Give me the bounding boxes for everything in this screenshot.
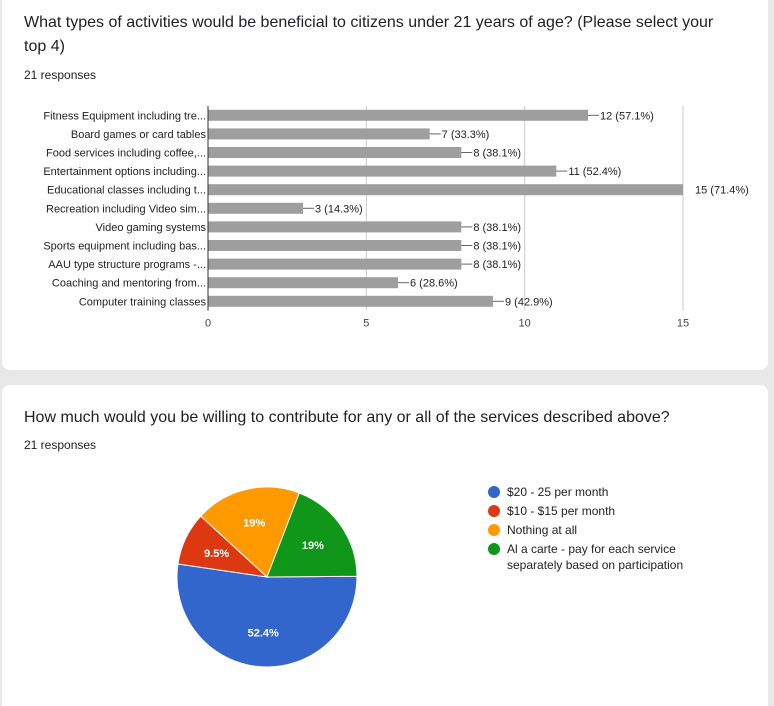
data-label: 8 (38.1%) (473, 148, 521, 160)
question-title: What types of activities would be benefi… (24, 14, 714, 55)
legend-label: $20 - 25 per month (507, 485, 608, 499)
bar (208, 184, 683, 196)
legend-label: Al a carte - pay for each service separat… (507, 542, 683, 572)
slice-label: 9.5% (204, 548, 229, 560)
bar (208, 202, 303, 214)
response-count: 21 responses (24, 68, 97, 82)
x-tick-label: 15 (677, 318, 689, 330)
bar (208, 295, 493, 307)
data-label: 15 (71.4%) (695, 185, 749, 197)
contribution-pie-chart: 52.4% 9.5% 19% 19% $20 - 25 per month $10 - $… (176, 485, 683, 668)
category-label: Video gaming systems (96, 222, 207, 234)
slice-label: 19% (243, 518, 265, 530)
data-label: 6 (28.6%) (410, 278, 458, 290)
bar (208, 258, 462, 270)
category-label: Educational classes including t... (47, 185, 206, 197)
x-tick-label: 0 (205, 318, 211, 330)
category-label: Board games or card tables (71, 129, 207, 141)
bar (208, 147, 462, 158)
legend-swatch (488, 505, 500, 517)
category-label: AAU type structure programs -... (48, 259, 206, 271)
activities-bar-chart: 0 5 10 15 Fitness Equipment including tre...… (43, 106, 749, 330)
data-label: 8 (38.1%) (473, 259, 521, 271)
question-card-contribution: How much would you be willing to contrib… (2, 385, 768, 706)
data-label: 9 (42.9%) (505, 296, 553, 308)
category-label: Computer training classes (79, 296, 207, 308)
legend-swatch (488, 524, 500, 536)
category-label: Entertainment options including... (43, 166, 206, 178)
bar (208, 128, 430, 140)
question-title: How much would you be willing to contrib… (24, 409, 670, 426)
legend-swatch (488, 543, 500, 555)
category-label: Recreation including Video sim... (46, 203, 206, 215)
bar (208, 277, 398, 289)
pie-slice (176, 563, 358, 668)
data-label: 11 (52.4%) (568, 166, 621, 178)
x-tick-label: 10 (519, 318, 531, 330)
bar (208, 109, 588, 121)
bar (208, 221, 462, 233)
slice-label: 19% (302, 540, 324, 552)
bar (208, 240, 462, 251)
x-tick-label: 5 (363, 318, 369, 330)
data-label: 3 (14.3%) (315, 203, 363, 215)
pie-slice (200, 486, 300, 578)
data-label: 8 (38.1%) (473, 241, 521, 253)
slice-label: 52.4% (248, 628, 279, 640)
bar (208, 165, 557, 177)
question-card-activities: What types of activities would be benefi… (2, 0, 768, 370)
category-label: Fitness Equipment including tre... (43, 110, 206, 122)
data-label: 8 (38.1%) (473, 222, 521, 234)
data-label: 7 (33.3%) (442, 129, 490, 141)
legend-label: Nothing at all (507, 523, 577, 537)
pie-slice (266, 492, 358, 578)
data-label: 12 (57.1%) (600, 110, 654, 122)
legend-swatch (488, 486, 500, 498)
category-label: Coaching and mentoring from... (52, 278, 206, 290)
legend-label: $10 - $15 per month (507, 504, 615, 518)
category-label: Food services including coffee,... (46, 148, 206, 160)
category-label: Sports equipment including bas... (43, 241, 206, 253)
response-count: 21 responses (24, 438, 97, 452)
